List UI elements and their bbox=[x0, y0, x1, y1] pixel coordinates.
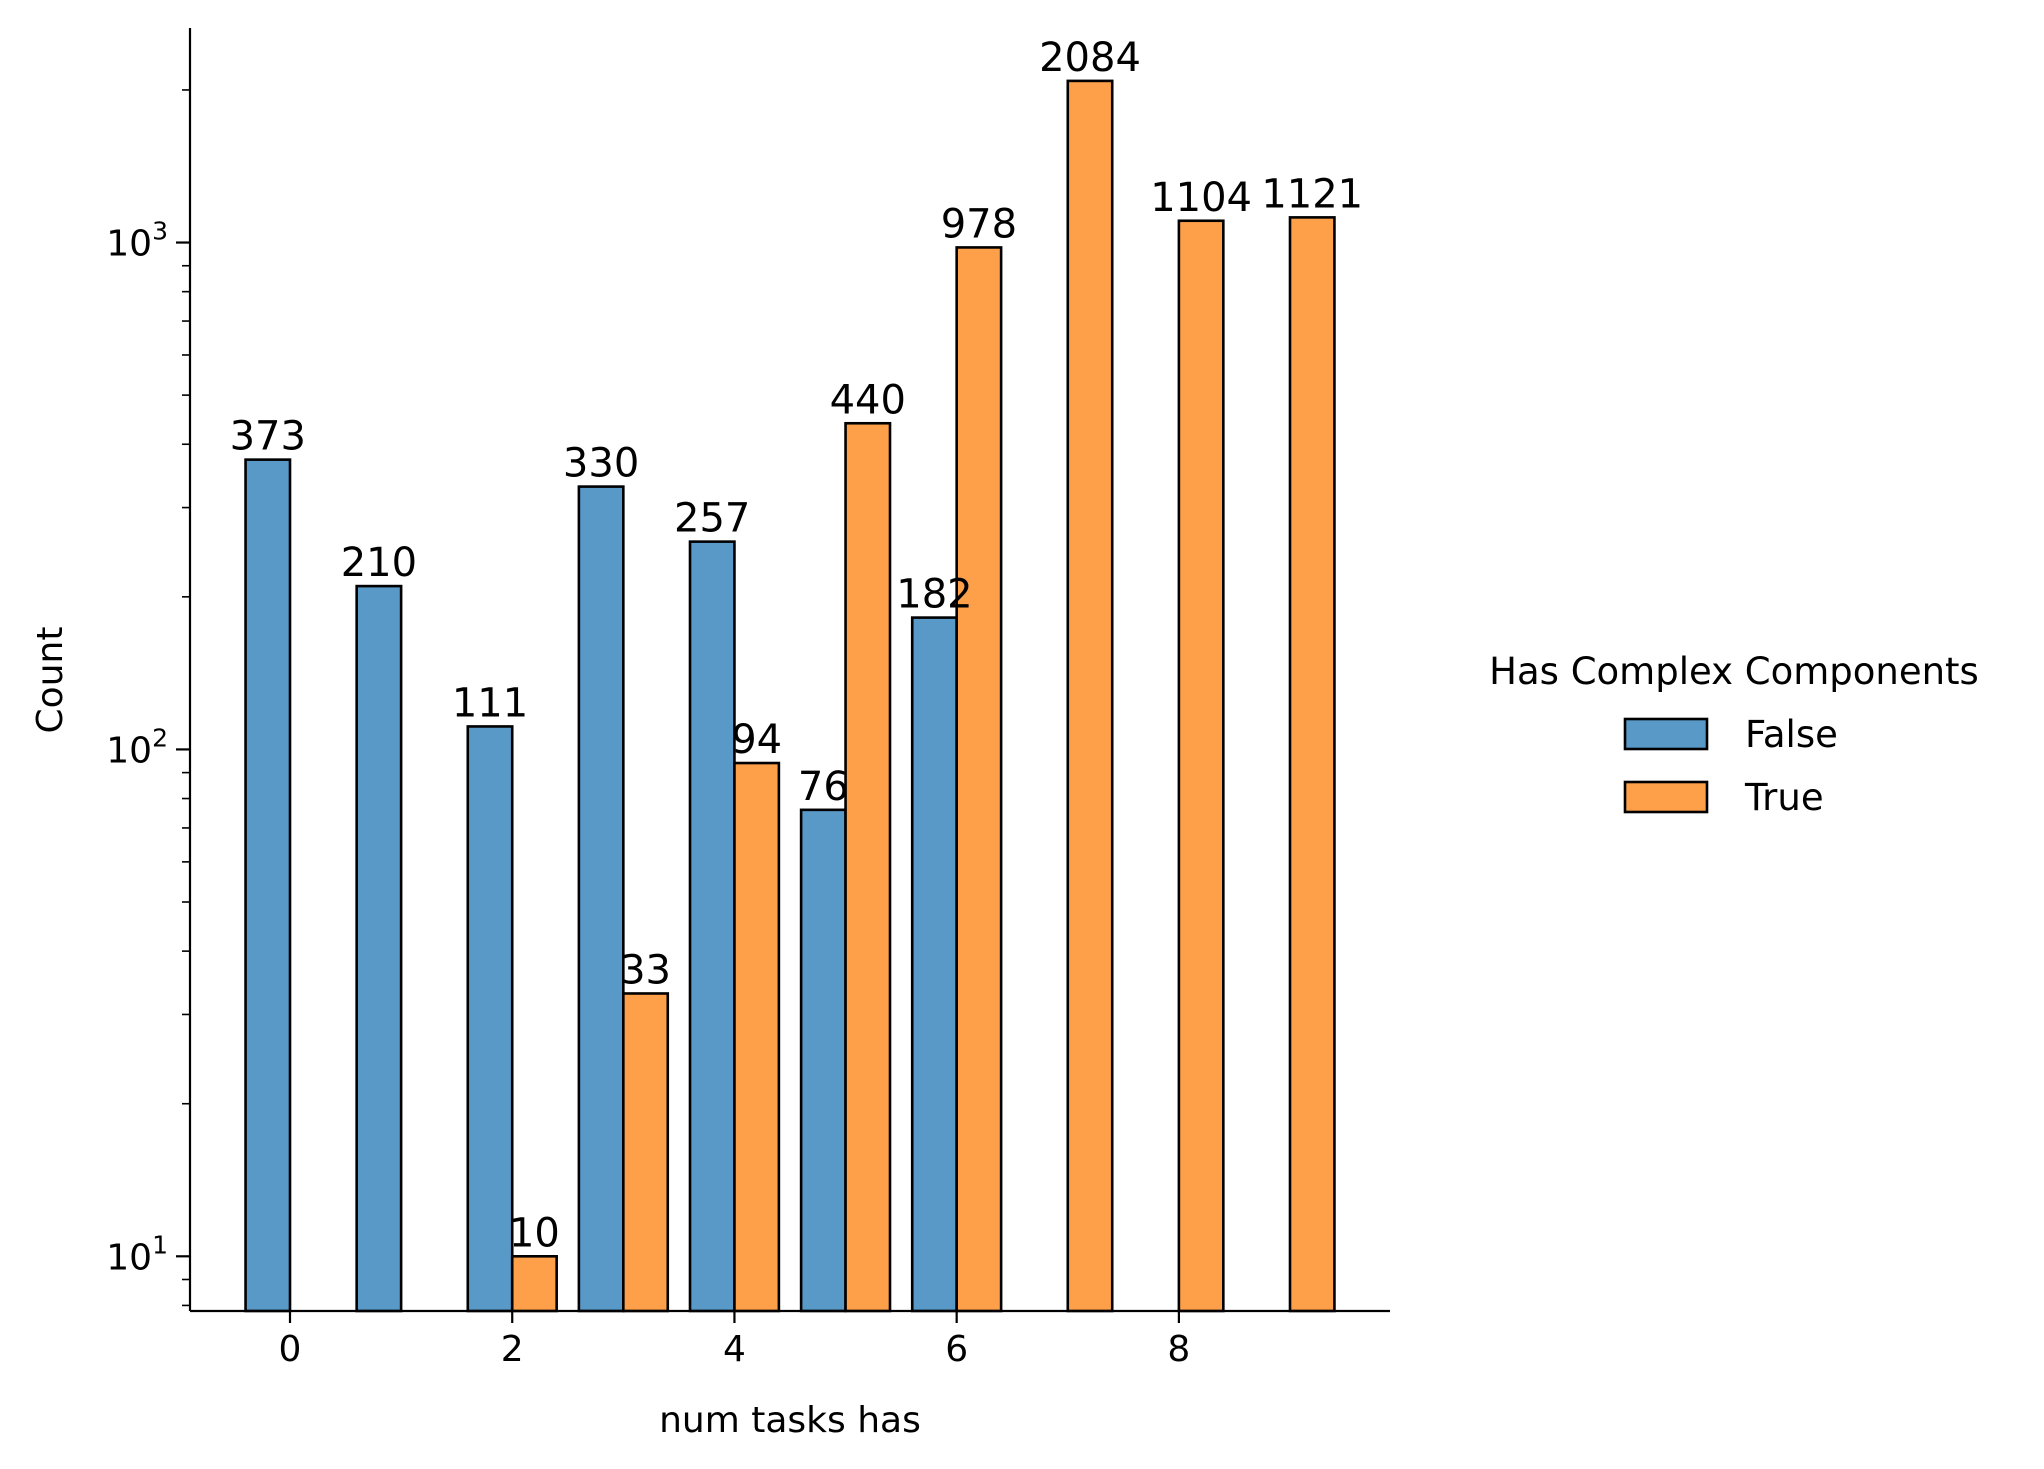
x-tick-label-2: 2 bbox=[501, 1329, 524, 1370]
y-minor-ticks bbox=[182, 89, 190, 1307]
bar-labels-layer: 373 210 111 330 257 76 182 10 33 94 440 978 2084 1104… bbox=[230, 35, 1364, 1256]
bar-label-true-5: 440 bbox=[830, 377, 906, 423]
legend-label-false: False bbox=[1745, 713, 1838, 756]
y-tick-label-1000: 103 bbox=[106, 217, 168, 265]
bar-false-1 bbox=[355, 584, 403, 1313]
bar-label-false-3: 330 bbox=[563, 441, 639, 487]
axes: 0 2 4 6 8 101 102 103 bbox=[106, 28, 1390, 1370]
bar-label-false-6: 182 bbox=[896, 572, 972, 618]
bar-true-9 bbox=[1288, 216, 1336, 1313]
bar-true-6 bbox=[955, 246, 1003, 1313]
legend-title: Has Complex Components bbox=[1489, 650, 1979, 693]
y-tick-label-100: 102 bbox=[106, 723, 168, 771]
bar-true-8 bbox=[1177, 219, 1225, 1313]
bar-true-3 bbox=[622, 992, 670, 1313]
bar-label-true-8: 1104 bbox=[1150, 175, 1252, 221]
y-tick-label-10: 101 bbox=[106, 1230, 168, 1278]
bar-label-true-6: 978 bbox=[941, 201, 1017, 247]
bars-layer bbox=[244, 79, 1336, 1313]
bar-label-true-4: 94 bbox=[731, 717, 782, 763]
y-axis-label: Count bbox=[30, 627, 71, 734]
bar-false-2 bbox=[466, 725, 514, 1313]
bar-label-false-5: 76 bbox=[798, 764, 849, 810]
bar-true-2 bbox=[510, 1255, 558, 1313]
bar-false-5 bbox=[799, 808, 847, 1313]
bar-true-5 bbox=[844, 421, 892, 1313]
bar-label-false-4: 257 bbox=[674, 496, 750, 542]
x-tick-label-8: 8 bbox=[1167, 1329, 1190, 1370]
x-tick-label-6: 6 bbox=[945, 1329, 968, 1370]
legend-items: False True bbox=[1623, 713, 1838, 819]
y-ticks: 101 102 103 bbox=[106, 217, 190, 1278]
x-tick-label-4: 4 bbox=[723, 1329, 746, 1370]
legend-label-true: True bbox=[1744, 776, 1824, 819]
x-ticks: 0 2 4 6 8 bbox=[279, 1311, 1190, 1370]
bar-label-true-9: 1121 bbox=[1261, 171, 1363, 217]
bar-true-7 bbox=[1066, 79, 1114, 1313]
bar-label-false-1: 210 bbox=[341, 540, 417, 586]
bar-false-6 bbox=[910, 616, 958, 1313]
bar-false-0 bbox=[244, 458, 292, 1313]
legend: Has Complex Components False True bbox=[1489, 650, 1979, 819]
bar-true-4 bbox=[733, 761, 781, 1313]
bar-label-true-2: 10 bbox=[509, 1210, 560, 1256]
legend-swatch-false bbox=[1623, 717, 1709, 751]
bar-label-true-7: 2084 bbox=[1039, 35, 1141, 81]
bar-label-false-2: 111 bbox=[452, 680, 528, 726]
bar-label-false-0: 373 bbox=[230, 414, 306, 460]
x-tick-label-0: 0 bbox=[279, 1329, 302, 1370]
bar-false-3 bbox=[577, 485, 625, 1313]
bar-label-true-3: 33 bbox=[620, 947, 671, 993]
bar-false-4 bbox=[688, 540, 736, 1313]
legend-swatch-true bbox=[1623, 780, 1709, 814]
x-axis-label: num tasks has bbox=[659, 1400, 921, 1441]
